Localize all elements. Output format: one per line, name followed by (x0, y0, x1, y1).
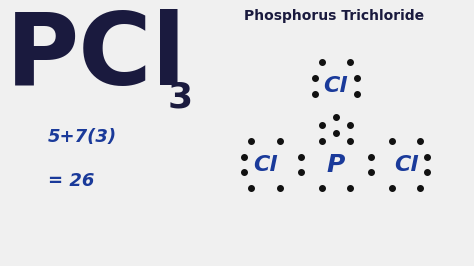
Text: Cl: Cl (254, 155, 277, 174)
Text: Phosphorus Trichloride: Phosphorus Trichloride (245, 9, 425, 23)
Text: Cl: Cl (394, 155, 418, 174)
Text: 5+7(3): 5+7(3) (48, 128, 117, 146)
Text: Cl: Cl (324, 76, 347, 95)
Text: PCl: PCl (6, 9, 187, 106)
Text: = 26: = 26 (48, 172, 94, 190)
Text: 3: 3 (167, 80, 192, 114)
Text: P: P (327, 153, 345, 177)
